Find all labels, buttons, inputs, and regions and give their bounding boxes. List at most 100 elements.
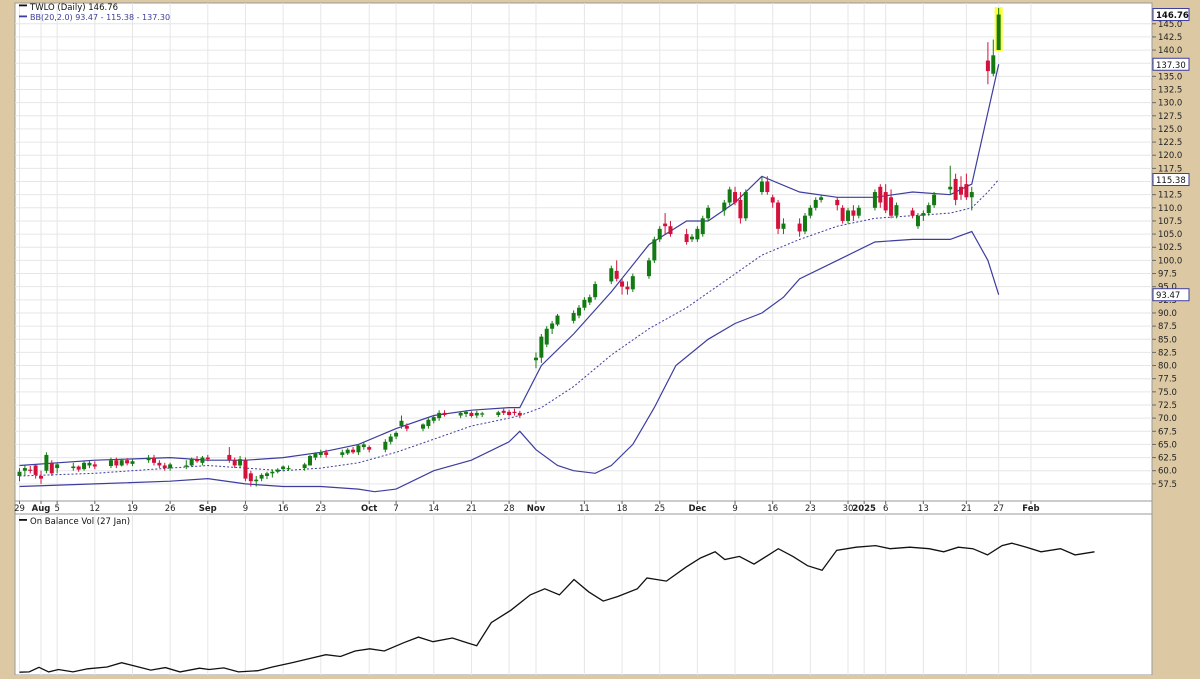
date-tick-label: 14 — [428, 504, 439, 514]
candle-body-down — [625, 286, 630, 290]
candlestick — [620, 278, 625, 295]
candle-body-up — [270, 471, 275, 474]
price-tick-label: 142.5 — [1158, 33, 1182, 43]
price-tick-label: 110.0 — [1158, 204, 1182, 214]
candle-body-down — [33, 465, 38, 475]
date-tick-label: 6 — [883, 504, 888, 514]
date-tick-label: Aug — [32, 504, 51, 514]
candlestick — [431, 415, 436, 424]
candle-body-down — [840, 207, 845, 221]
date-tick-label: 29 — [14, 504, 25, 514]
candlestick — [254, 475, 259, 487]
candlestick — [501, 408, 506, 415]
candlestick — [593, 281, 598, 300]
value-tag-label: 146.76 — [1156, 11, 1189, 21]
date-axis: 29 Aug 5 12 19 26 Sep 9 16 23 Oct 7 14 21 28 Nov 11 18 25 D… — [14, 500, 1153, 515]
candle-body-up — [437, 412, 442, 419]
candle-body-down — [889, 197, 894, 216]
candlestick — [994, 7, 1003, 52]
price-gridlines — [15, 3, 1152, 501]
candle-body-up — [727, 189, 732, 203]
candlestick — [915, 213, 920, 229]
price-tick-label: 75.0 — [1158, 388, 1177, 398]
price-legend: TWLO (Daily) 146.76 BB(20,2.0) 93.47 - 1… — [19, 3, 170, 22]
candle-body-up — [652, 239, 657, 261]
candlestick — [706, 205, 711, 221]
candle-body-up — [593, 284, 598, 298]
candlestick — [991, 39, 996, 77]
candlestick — [953, 173, 958, 206]
candle-body-up — [932, 194, 937, 206]
candlestick — [264, 471, 269, 480]
candle-body-up — [808, 207, 813, 216]
candlestick — [517, 410, 522, 419]
price-tick-label: 120.0 — [1158, 151, 1182, 161]
candle-body-up — [399, 420, 404, 427]
value-tag-box — [1152, 173, 1190, 187]
candlestick — [168, 462, 173, 471]
candle-body-down — [28, 469, 33, 471]
candle-body-up — [464, 411, 469, 414]
candlestick — [184, 460, 189, 470]
candle-body-up — [915, 215, 920, 227]
candlestick — [119, 458, 124, 467]
candlestick — [270, 469, 275, 478]
candle-body-down — [985, 60, 990, 72]
candle-body-down — [442, 412, 447, 415]
date-tick-label: 28 — [504, 504, 515, 514]
candle-body-up — [421, 424, 425, 429]
candlestick — [76, 465, 81, 472]
candle-body-down — [684, 234, 689, 242]
date-tick-label: 11 — [579, 504, 590, 514]
candle-body-down — [835, 199, 840, 206]
candle-body-up — [539, 336, 544, 358]
candle-body-down — [851, 210, 856, 216]
date-tick-label: Dec — [688, 504, 706, 514]
candle-body-up — [22, 468, 27, 471]
candlestick — [92, 461, 97, 470]
candlestick — [883, 184, 888, 214]
candlestick — [759, 176, 764, 195]
price-tick-label: 102.5 — [1158, 243, 1182, 253]
candlestick — [819, 194, 824, 203]
candle-body-up — [781, 223, 786, 229]
candlestick — [232, 457, 237, 469]
candle-body-up — [700, 218, 705, 235]
candle-body-down — [614, 270, 619, 279]
candle-body-down — [39, 475, 44, 479]
candlestick — [480, 411, 485, 418]
candle-body-up — [108, 460, 113, 466]
candlestick — [125, 458, 130, 466]
candle-body-down — [512, 411, 517, 414]
obv-series — [19, 542, 1095, 673]
price-tick-label: 122.5 — [1158, 138, 1182, 148]
candlestick — [700, 215, 705, 237]
candle-body-up — [345, 449, 350, 454]
candlestick — [340, 449, 345, 458]
candlestick — [533, 352, 538, 369]
candle-body-up — [168, 464, 173, 469]
candlestick — [351, 447, 356, 454]
date-tick-label: 9 — [243, 504, 248, 514]
candle-body-up — [87, 462, 92, 466]
candlestick — [313, 452, 318, 461]
candle-body-up — [119, 460, 124, 466]
candle-body-up — [630, 276, 635, 290]
candlestick — [657, 226, 662, 242]
candle-body-down — [404, 426, 409, 429]
candlestick — [846, 207, 851, 224]
candle-body-up — [550, 323, 555, 329]
candlestick — [496, 410, 501, 418]
price-tick-label: 140.0 — [1158, 46, 1182, 56]
date-tick-label: 9 — [732, 504, 737, 514]
candlestick — [302, 462, 307, 471]
candlestick — [985, 42, 990, 85]
candlestick — [765, 176, 770, 195]
price-tick-label: 105.0 — [1158, 230, 1182, 240]
candlestick — [738, 192, 743, 224]
value-tag-label: 137.30 — [1156, 61, 1186, 71]
value-tag: 137.30 — [1152, 57, 1190, 71]
price-tick-label: 72.5 — [1158, 401, 1177, 411]
candle-body-up — [340, 452, 345, 455]
candlestick — [437, 410, 442, 421]
